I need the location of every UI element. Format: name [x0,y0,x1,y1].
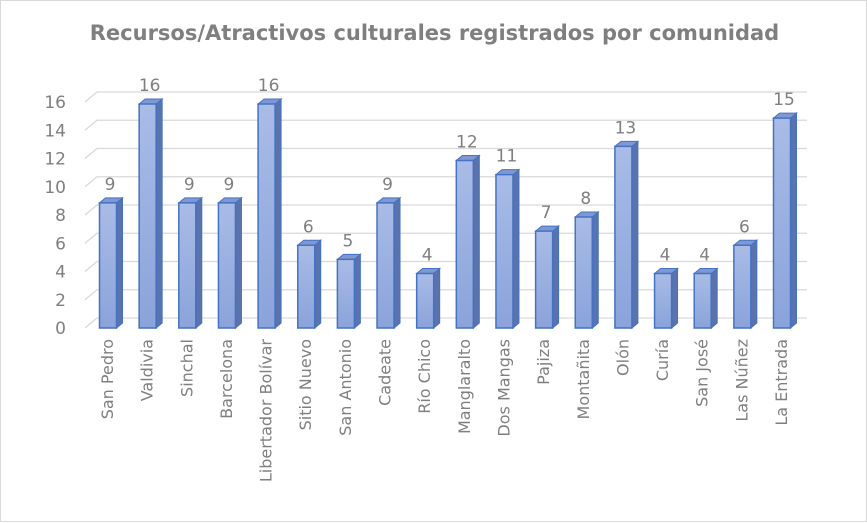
x-tick-label: Barcelona [217,339,236,419]
bar-side [116,196,123,330]
gridline [84,289,807,301]
bar-side [433,267,441,330]
bar-side [155,97,163,330]
gridline [84,119,807,131]
x-tick-label: Cadeate [376,339,395,406]
bar [415,272,435,329]
y-tick-label: 4 [55,263,66,283]
bar [653,272,673,329]
data-label: 9 [105,175,116,195]
gridline [84,317,807,329]
data-label: 4 [422,246,433,266]
x-tick-label: San José [693,339,712,407]
bar [138,103,157,329]
bar-side [195,196,203,330]
data-label: 9 [184,175,195,195]
bar-side [591,210,599,330]
bar-side [234,196,242,330]
data-label: 7 [541,203,552,223]
bar-side [274,97,282,330]
y-tick-label: 2 [55,291,66,311]
bar [336,258,356,329]
gridline [84,176,807,188]
data-label: 15 [773,90,795,110]
data-label: 11 [496,147,518,167]
bar [455,159,475,329]
bar-side [314,239,322,330]
bar-side [353,253,361,330]
bar [376,202,395,329]
y-tick-label: 14 [44,121,66,141]
x-tick-label: Dos Mangas [494,339,513,437]
bar-side [750,239,758,330]
data-label: 5 [342,231,353,251]
bar [733,244,752,329]
y-tick-label: 6 [55,234,66,254]
bar-side [631,140,639,330]
x-tick-label: Manglaralto [455,339,474,434]
x-tick-label: Curía [653,339,672,381]
x-tick-label: San Pedro [98,339,117,419]
bar [98,202,118,329]
x-tick-label: Pajiza [534,339,553,385]
x-tick-label: San Antonio [336,339,355,436]
x-tick-label: Valdivia [138,339,157,401]
gridline [84,260,807,272]
x-tick-label: Sinchal [177,339,196,397]
bar [495,173,514,329]
data-label: 9 [224,175,235,195]
bar-side [790,112,797,330]
y-tick-label: 0 [55,319,66,339]
data-label: 8 [580,189,591,209]
y-tick-label: 8 [55,206,66,226]
y-tick-label: 10 [44,178,66,198]
gridline [84,147,807,159]
chart-title: Recursos/Atractivos culturales registrad… [89,21,780,45]
x-tick-label: Río Chico [415,339,434,414]
y-tick-label: 12 [44,150,66,170]
bar [296,244,316,329]
bar [178,202,197,329]
gridline [84,232,807,244]
x-tick-label: Olón [613,339,632,376]
y-tick-label: 16 [44,93,66,113]
bar-side [710,267,718,330]
bar [772,117,792,329]
x-tick-label: Montañita [574,339,593,419]
data-label: 4 [699,246,710,266]
x-tick-label: La Entrada [772,339,791,426]
data-label: 4 [660,246,671,266]
gridline [84,204,807,216]
data-label: 13 [615,118,637,138]
bar [693,272,712,329]
bar [257,103,276,329]
data-label: 9 [382,175,393,195]
bar-side [472,154,480,330]
bar-side [393,196,401,330]
data-label: 6 [739,217,750,237]
bar [534,230,554,329]
data-label: 16 [258,76,280,96]
x-tick-label: Sitio Nuevo [296,339,315,430]
bar-side [512,168,520,330]
bar-side [552,225,560,330]
bar [217,202,237,329]
bar [614,145,633,329]
bar-side [671,267,679,330]
data-label: 16 [139,76,161,96]
data-label: 12 [456,133,478,153]
x-tick-label: Las Núñez [732,339,751,422]
data-label: 6 [303,217,314,237]
gridline [84,91,807,103]
x-tick-label: Libertador Bolívar [257,339,276,483]
bar [574,216,594,329]
